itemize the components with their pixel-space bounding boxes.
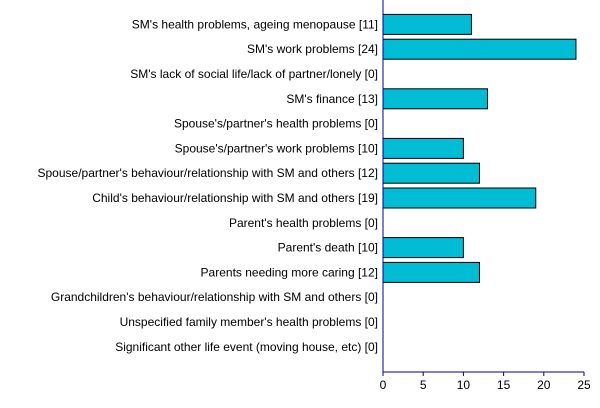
x-tick-label-0: 0: [380, 378, 387, 392]
bar-10: [382, 261, 480, 283]
category-label-13: Significant other life event (moving hou…: [115, 340, 378, 354]
category-label-2: SM's lack of social life/lack of partner…: [130, 67, 378, 81]
category-label-7: Child's behaviour/relationship with SM a…: [92, 191, 378, 205]
category-label-9: Parent's death [10]: [278, 241, 378, 255]
category-label-0: SM's health problems, ageing menopause […: [132, 17, 378, 31]
bar-0: [382, 13, 472, 35]
bar-5: [382, 137, 464, 159]
bar-1: [382, 38, 577, 60]
bar-9: [382, 237, 464, 259]
axes: 0 5 10 15 20 25: [380, 0, 591, 392]
x-tick-label-4: 20: [537, 378, 551, 392]
x-tick-label-1: 5: [420, 378, 427, 392]
category-label-11: Grandchildren's behaviour/relationship w…: [51, 290, 378, 304]
category-label-4: Spouse's/partner's health problems [0]: [174, 117, 378, 131]
category-label-10: Parents needing more caring [12]: [201, 265, 378, 279]
x-tick-label-3: 15: [497, 378, 511, 392]
category-label-6: Spouse/partner's behaviour/relationship …: [38, 166, 379, 180]
category-label-5: Spouse's/partner's work problems [10]: [175, 141, 378, 155]
bar-7: [382, 187, 537, 209]
category-label-8: Parent's health problems [0]: [229, 216, 378, 230]
bar-3: [382, 88, 489, 110]
category-label-3: SM's finance [13]: [286, 92, 378, 106]
category-label-12: Unspecified family member's health probl…: [120, 315, 378, 329]
category-labels: SM's health problems, ageing menopause […: [38, 17, 379, 353]
bars-layer: [382, 13, 577, 283]
bar-6: [382, 162, 480, 184]
x-tick-label-2: 10: [457, 378, 471, 392]
x-tick-label-5: 25: [577, 378, 591, 392]
category-label-1: SM's work problems [24]: [247, 42, 378, 56]
